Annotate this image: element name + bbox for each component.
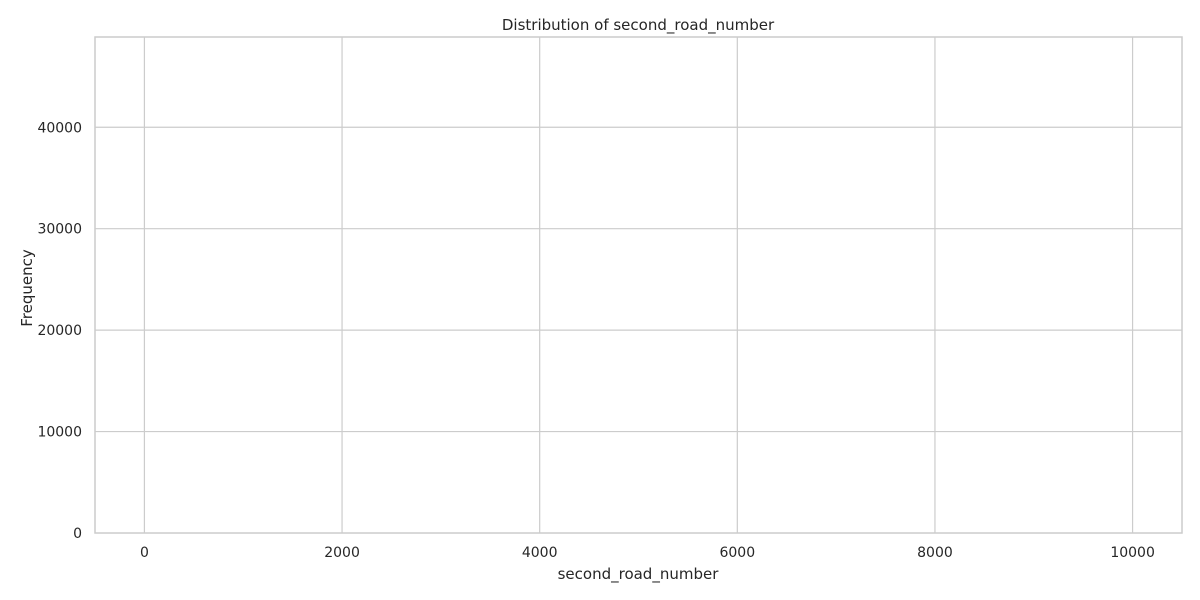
- x-tick-label: 4000: [522, 545, 558, 561]
- y-tick-label: 10000: [37, 425, 82, 441]
- x-tick-label: 2000: [324, 545, 360, 561]
- x-tick-label: 6000: [719, 545, 755, 561]
- y-tick-label: 30000: [37, 222, 82, 238]
- chart-title: Distribution of second_road_number: [502, 16, 775, 35]
- y-tick-label: 20000: [37, 323, 82, 339]
- y-tick-label: 0: [73, 526, 82, 542]
- plot-area-frame: [94, 36, 1183, 534]
- grid-lines: [95, 37, 1182, 533]
- x-tick-label: 0: [140, 545, 149, 561]
- x-tick-label: 8000: [917, 545, 953, 561]
- y-tick-label: 40000: [37, 120, 82, 136]
- tick-labels: 0 2000 4000 6000 8000 10000 0 10000 20000 30000 40…: [37, 120, 1154, 561]
- x-tick-label: 10000: [1110, 545, 1155, 561]
- x-axis-label: second_road_number: [558, 565, 720, 584]
- y-axis-label: Frequency: [18, 249, 36, 327]
